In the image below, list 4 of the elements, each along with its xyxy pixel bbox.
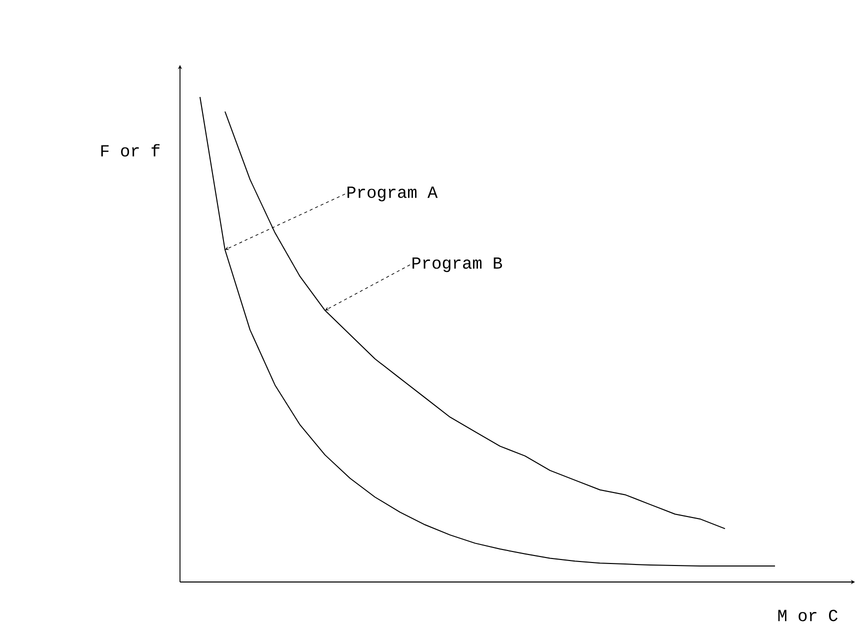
annotation: Program B <box>412 257 502 272</box>
annotation: Program A <box>348 186 438 202</box>
x-axis-title: M or C <box>778 610 838 622</box>
y-axis-title: F or f <box>101 144 160 157</box>
